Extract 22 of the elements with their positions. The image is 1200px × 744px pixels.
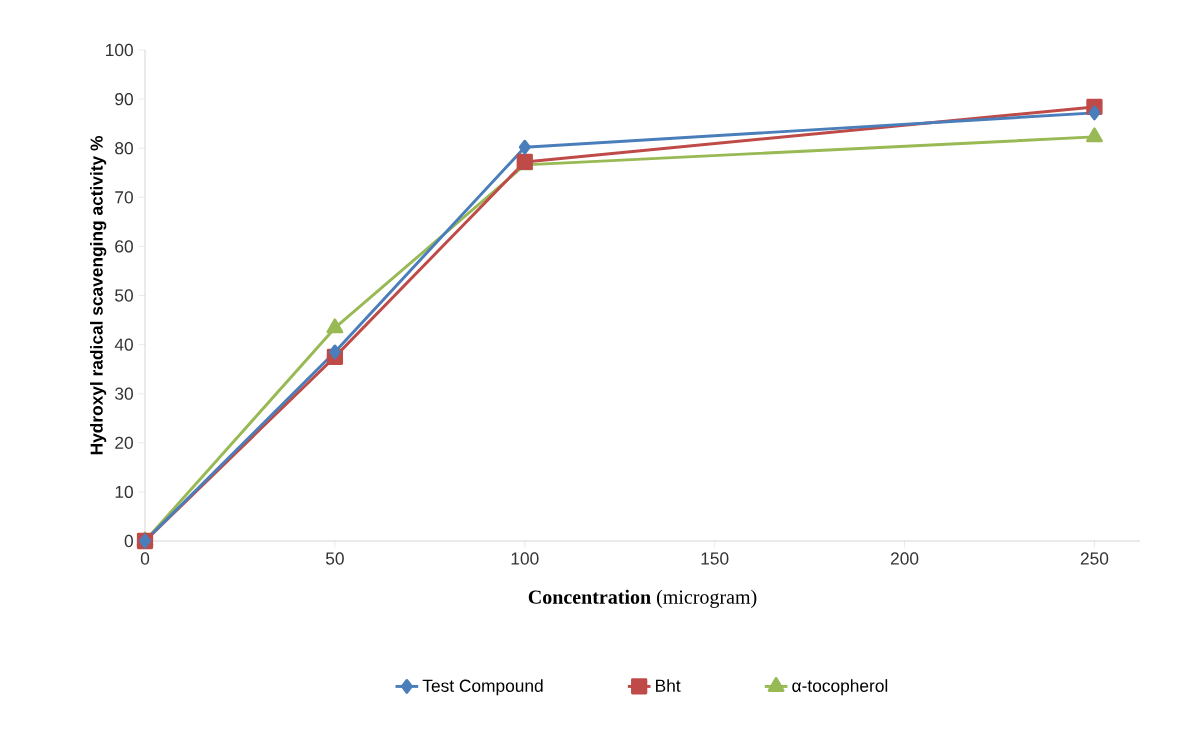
x-tick-label: 250 — [1080, 552, 1109, 565]
y-tick-label: 10 — [115, 485, 133, 499]
y-tick-label: 30 — [115, 387, 133, 400]
legend-label: Test Compound — [422, 679, 543, 696]
legend-label: Bht — [656, 679, 681, 692]
x-tick-label: 0 — [140, 552, 150, 565]
y-tick-label: 70 — [115, 191, 133, 204]
legend-label: α-tocopherol — [792, 679, 888, 696]
y-axis-title: Hydroxyl radical scavenging activity % — [90, 136, 107, 455]
y-tick-label: 90 — [115, 92, 133, 106]
y-tick-label: 40 — [114, 338, 133, 351]
x-tick-label: 200 — [890, 552, 919, 565]
y-tick-label: 60 — [115, 240, 133, 253]
x-tick-label: 150 — [701, 552, 729, 565]
x-tick-label: 50 — [325, 552, 344, 565]
y-tick-label: 50 — [115, 289, 133, 302]
y-tick-label: 20 — [115, 436, 133, 449]
y-tick-label: 0 — [124, 534, 133, 548]
y-tick-label: 80 — [115, 142, 133, 155]
x-tick-label: 100 — [511, 552, 539, 565]
y-tick-label: 100 — [106, 43, 133, 57]
x-axis-title: Concentration (microgram) — [528, 589, 757, 608]
